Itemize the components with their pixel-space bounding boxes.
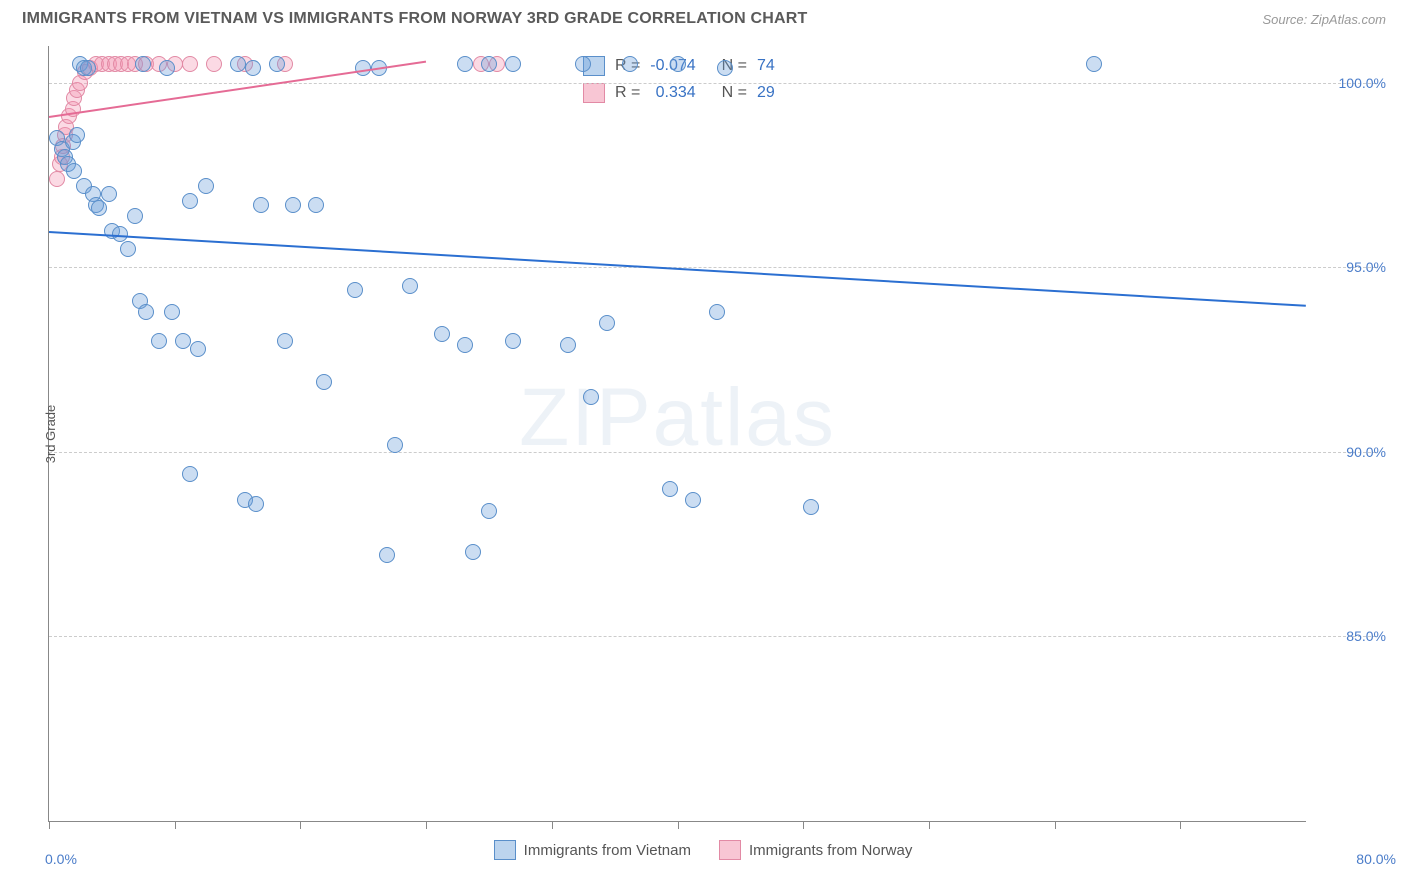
legend-row: R =0.334 N =29 <box>579 81 779 106</box>
data-point <box>347 282 363 298</box>
y-tick-label: 90.0% <box>1346 444 1386 460</box>
gridline-h <box>49 267 1376 268</box>
data-point <box>670 56 686 72</box>
source-label: Source: ZipAtlas.com <box>1262 12 1386 27</box>
data-point <box>120 241 136 257</box>
y-axis-title: 3rd Grade <box>43 404 58 463</box>
legend-swatch <box>583 83 605 103</box>
data-point <box>248 496 264 512</box>
data-point <box>402 278 418 294</box>
legend-N-value: 29 <box>753 81 779 106</box>
data-point <box>505 56 521 72</box>
legend-N-label: N = <box>718 81 751 106</box>
data-point <box>182 466 198 482</box>
x-tick <box>929 821 930 829</box>
x-tick <box>49 821 50 829</box>
data-point <box>599 315 615 331</box>
scatter-chart: ZIPatlas 3rd Grade R =-0.074N =74R =0.33… <box>48 46 1306 822</box>
data-point <box>308 197 324 213</box>
data-point <box>662 481 678 497</box>
data-point <box>245 60 261 76</box>
data-point <box>685 492 701 508</box>
data-point <box>198 178 214 194</box>
data-point <box>80 60 96 76</box>
data-point <box>91 200 107 216</box>
x-tick <box>426 821 427 829</box>
data-point <box>465 544 481 560</box>
data-point <box>717 60 733 76</box>
data-point <box>164 304 180 320</box>
x-tick <box>1180 821 1181 829</box>
x-tick <box>175 821 176 829</box>
x-tick <box>1055 821 1056 829</box>
y-tick-label: 85.0% <box>1346 628 1386 644</box>
data-point <box>253 197 269 213</box>
title-row: IMMIGRANTS FROM VIETNAM VS IMMIGRANTS FR… <box>0 0 1406 34</box>
data-point <box>69 127 85 143</box>
legend-label: Immigrants from Norway <box>749 842 912 859</box>
data-point <box>481 503 497 519</box>
data-point <box>66 163 82 179</box>
data-point <box>277 333 293 349</box>
data-point <box>159 60 175 76</box>
page-title: IMMIGRANTS FROM VIETNAM VS IMMIGRANTS FR… <box>22 10 807 28</box>
data-point <box>379 547 395 563</box>
gridline-h <box>49 452 1376 453</box>
data-point <box>505 333 521 349</box>
x-tick <box>300 821 301 829</box>
watermark-atlas: atlas <box>653 372 836 463</box>
x-tick <box>678 821 679 829</box>
data-point <box>583 389 599 405</box>
data-point <box>387 437 403 453</box>
gridline-h <box>49 636 1376 637</box>
data-point <box>175 333 191 349</box>
x-tick <box>552 821 553 829</box>
legend-R-label: R = <box>611 81 644 106</box>
data-point <box>127 208 143 224</box>
legend-item: Immigrants from Norway <box>719 840 912 860</box>
data-point <box>230 56 246 72</box>
data-point <box>560 337 576 353</box>
legend-label: Immigrants from Vietnam <box>524 842 691 859</box>
data-point <box>481 56 497 72</box>
gridline-h <box>49 83 1376 84</box>
data-point <box>135 56 151 72</box>
data-point <box>316 374 332 390</box>
series-legend: Immigrants from Vietnam Immigrants from N… <box>0 840 1406 864</box>
data-point <box>434 326 450 342</box>
data-point <box>151 333 167 349</box>
data-point <box>803 499 819 515</box>
data-point <box>709 304 725 320</box>
legend-item: Immigrants from Vietnam <box>494 840 691 860</box>
data-point <box>269 56 285 72</box>
watermark-zip: ZIP <box>519 372 653 463</box>
watermark: ZIPatlas <box>519 371 836 465</box>
data-point <box>190 341 206 357</box>
legend-N-value: 74 <box>753 54 779 79</box>
data-point <box>457 337 473 353</box>
data-point <box>1086 56 1102 72</box>
data-point <box>138 304 154 320</box>
data-point <box>182 56 198 72</box>
data-point <box>182 193 198 209</box>
data-point <box>49 171 65 187</box>
legend-swatch <box>719 840 741 860</box>
data-point <box>575 56 591 72</box>
data-point <box>101 186 117 202</box>
legend-R-value: 0.334 <box>646 81 699 106</box>
legend-swatch <box>494 840 516 860</box>
y-tick-label: 95.0% <box>1346 259 1386 275</box>
data-point <box>206 56 222 72</box>
data-point <box>622 56 638 72</box>
x-tick <box>803 821 804 829</box>
y-tick-label: 100.0% <box>1339 75 1386 91</box>
data-point <box>285 197 301 213</box>
data-point <box>457 56 473 72</box>
